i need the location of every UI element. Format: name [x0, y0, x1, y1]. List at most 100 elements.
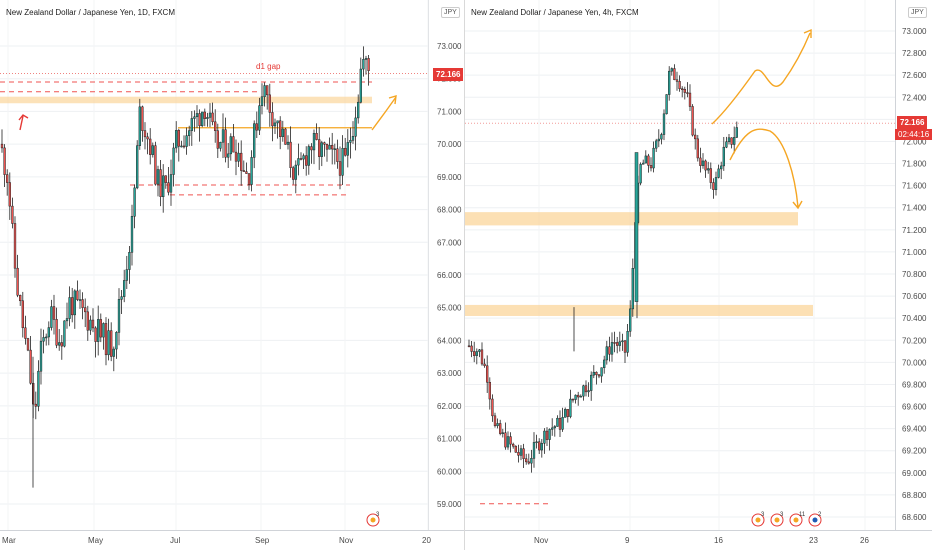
- candle-body: [136, 145, 139, 189]
- candle-body: [696, 138, 699, 159]
- candle-body: [351, 136, 355, 141]
- candle-body: [675, 79, 679, 82]
- candle-body: [652, 147, 655, 169]
- left-chart-panel[interactable]: 73.00072.00071.00070.00069.00068.00067.0…: [0, 0, 464, 550]
- candle-body: [84, 307, 87, 313]
- candle-body: [483, 363, 486, 367]
- y-axis-tick-label: 73.000: [437, 42, 462, 51]
- candle-body: [582, 385, 585, 397]
- y-axis-tick-label: 73.000: [902, 27, 927, 36]
- y-axis-tick-label: 70.200: [902, 336, 927, 345]
- candle-body: [315, 133, 318, 140]
- candle-body: [221, 129, 225, 143]
- left-chart-canvas[interactable]: 73.00072.00071.00070.00069.00068.00067.0…: [0, 0, 464, 550]
- candle-body: [668, 70, 671, 95]
- candle-body: [8, 182, 11, 207]
- candle-body: [592, 371, 595, 376]
- candle-body: [167, 182, 170, 193]
- right-bar-countdown: 02:44:16: [895, 129, 932, 140]
- candle-body: [686, 92, 689, 94]
- candle-body: [597, 374, 601, 377]
- candle-body: [229, 136, 232, 155]
- x-axis-tick-label: 26: [860, 536, 869, 545]
- orange-arrow-icon: [371, 95, 397, 131]
- candle-body: [260, 96, 264, 106]
- candle-body: [258, 105, 261, 131]
- left-currency-label[interactable]: JPY: [441, 7, 460, 18]
- event-badge-dot: [793, 517, 799, 523]
- candle-body: [273, 122, 277, 127]
- candle-body: [185, 135, 188, 147]
- candle-body: [688, 92, 692, 107]
- candle-body: [530, 458, 533, 464]
- support-zone-upper: [465, 212, 798, 226]
- candle-body: [16, 267, 19, 296]
- candle-body: [138, 106, 141, 146]
- candle-body: [545, 430, 549, 440]
- candle-body: [154, 145, 157, 185]
- candle-body: [123, 280, 126, 297]
- candle-body: [232, 136, 235, 153]
- left-current-price-tag: 72.166: [433, 68, 464, 81]
- candle-body: [164, 175, 167, 183]
- right-chart-canvas[interactable]: 73.00072.80072.60072.40072.20072.00071.8…: [465, 0, 932, 550]
- candle-body: [603, 359, 606, 368]
- candle-body: [735, 127, 738, 138]
- candle-body: [475, 351, 478, 356]
- candle-body: [621, 340, 624, 343]
- candle-body: [86, 311, 89, 331]
- candle-body: [600, 367, 603, 377]
- candle-body: [720, 165, 723, 170]
- candle-body: [605, 346, 608, 361]
- candle-body: [548, 429, 551, 440]
- bullish-projection-arrow-icon: [711, 28, 812, 125]
- candle-body: [712, 182, 715, 190]
- candle-body: [532, 442, 536, 459]
- candle-body: [42, 337, 45, 342]
- candle-body: [639, 164, 642, 184]
- candle-body: [527, 461, 530, 464]
- panel-divider[interactable]: [464, 0, 465, 550]
- right-chart-panel[interactable]: 73.00072.80072.60072.40072.20072.00071.8…: [465, 0, 932, 550]
- event-badge-count: 3: [376, 512, 380, 518]
- candle-body: [281, 128, 284, 137]
- candle-body: [349, 140, 352, 143]
- y-axis-tick-label: 69.600: [902, 403, 927, 412]
- y-axis-tick-label: 68.000: [437, 206, 462, 215]
- candle-body: [704, 160, 707, 171]
- candle-body: [302, 155, 305, 160]
- candle-body: [717, 168, 720, 178]
- candle-body: [649, 165, 653, 169]
- event-badge-dot: [370, 517, 376, 523]
- right-candles: [467, 64, 738, 473]
- candle-body: [214, 121, 217, 131]
- candle-body: [574, 394, 577, 400]
- candle-body: [673, 68, 676, 81]
- candle-body: [201, 111, 204, 127]
- candle-body: [188, 130, 191, 136]
- candle-body: [727, 137, 731, 143]
- candle-body: [76, 290, 79, 300]
- candle-body: [362, 59, 365, 70]
- right-currency-label[interactable]: JPY: [908, 7, 927, 18]
- candle-body: [242, 170, 245, 172]
- candle-body: [616, 342, 619, 346]
- candle-body: [312, 133, 316, 151]
- candle-body: [180, 145, 183, 148]
- candle-body: [644, 155, 647, 164]
- candle-body: [19, 294, 22, 302]
- candle-body: [120, 296, 123, 300]
- y-axis-tick-label: 71.200: [902, 226, 927, 235]
- candle-body: [237, 152, 240, 162]
- candle-body: [182, 145, 186, 148]
- candle-body: [584, 385, 588, 393]
- event-badge-dot: [755, 517, 761, 523]
- candle-body: [169, 174, 173, 193]
- y-axis-tick-label: 63.000: [437, 369, 462, 378]
- x-axis-tick-label: Jul: [170, 536, 180, 545]
- candle-body: [491, 398, 494, 417]
- candle-body: [631, 268, 634, 310]
- candle-body: [341, 147, 344, 176]
- candle-body: [307, 146, 310, 166]
- y-axis-tick-label: 70.000: [437, 140, 462, 149]
